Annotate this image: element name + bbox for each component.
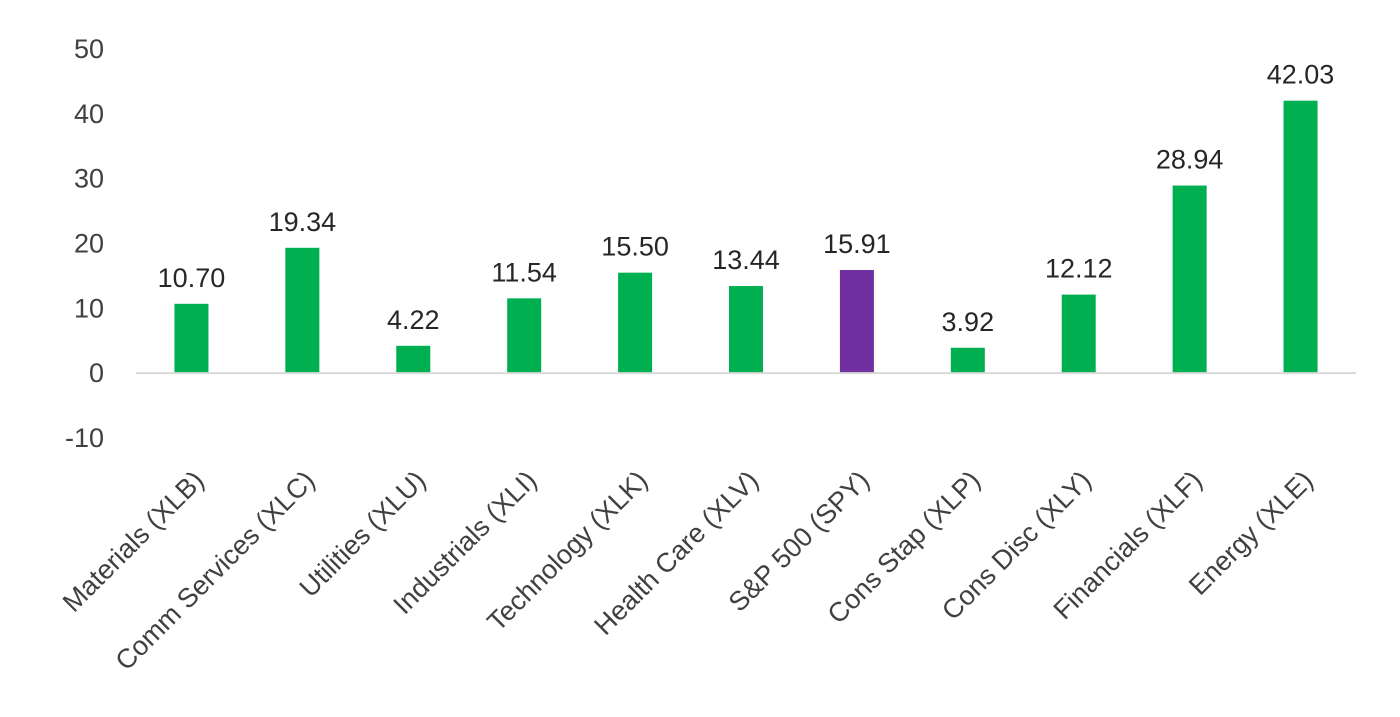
x-tick-label: Comm Services (XLC)	[110, 465, 321, 676]
data-label: 4.22	[387, 305, 440, 335]
data-label: 19.34	[269, 207, 337, 237]
bar	[507, 298, 542, 374]
data-label: 11.54	[491, 257, 557, 287]
y-tick-label: 0	[89, 358, 104, 388]
bars	[174, 100, 1318, 374]
y-tick-label: -10	[65, 423, 104, 453]
x-axis: Materials (XLB)Comm Services (XLC)Utilit…	[57, 465, 1319, 676]
bar	[285, 247, 320, 374]
bar	[396, 345, 431, 374]
y-tick-label: 50	[74, 34, 104, 64]
data-label: 12.12	[1045, 254, 1113, 284]
bar	[1172, 185, 1207, 374]
bar	[174, 303, 209, 374]
y-tick-label: 20	[74, 229, 104, 259]
data-label: 28.94	[1156, 145, 1224, 175]
bar	[618, 272, 653, 374]
y-axis: 50 40 30 20 10 0 -10	[65, 34, 104, 453]
bar	[1061, 294, 1096, 374]
y-tick-label: 30	[74, 164, 104, 194]
data-label: 42.03	[1267, 60, 1335, 90]
y-tick-label: 10	[74, 293, 104, 323]
y-tick-label: 40	[74, 99, 104, 129]
bar	[839, 270, 874, 374]
bar	[950, 347, 985, 374]
data-label: 15.91	[823, 229, 891, 259]
data-label: 10.70	[158, 263, 226, 293]
data-label: 15.50	[601, 232, 669, 262]
bar	[729, 286, 763, 374]
data-labels: 10.70 19.34 4.22 11.54 15.50 13.44 15.91 3.92 12…	[158, 60, 1335, 337]
data-label: 3.92	[942, 307, 995, 337]
bar	[1283, 100, 1318, 374]
data-label: 13.44	[712, 245, 780, 275]
